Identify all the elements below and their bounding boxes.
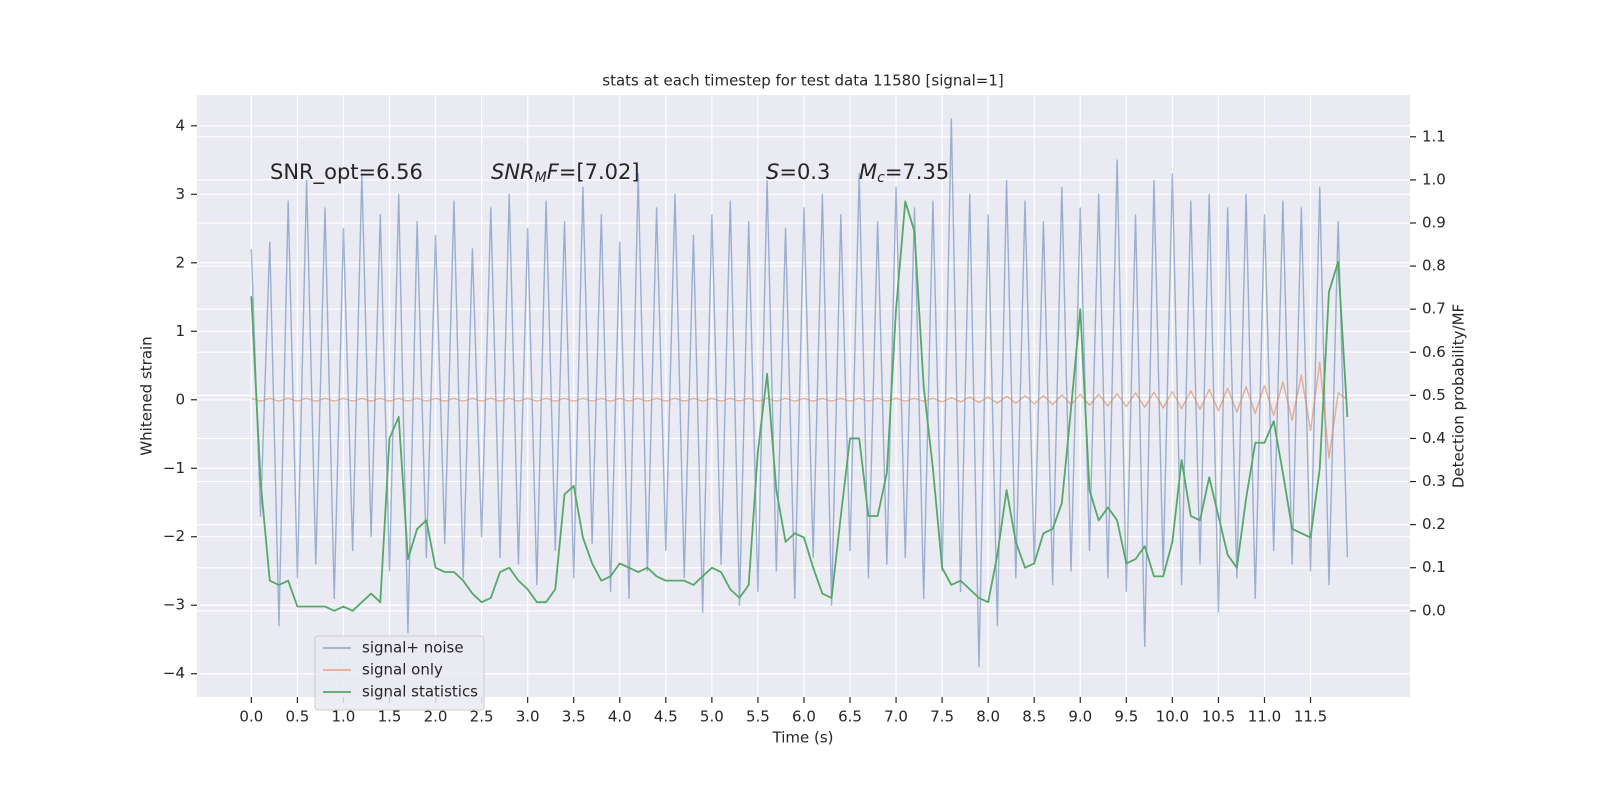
y2-tick-label: 0.4 bbox=[1422, 429, 1446, 447]
x-tick-label: 6.5 bbox=[838, 708, 862, 726]
y2-tick-label: 0.0 bbox=[1422, 601, 1446, 619]
annotation-part: F bbox=[547, 160, 560, 184]
y-tick-label: −1 bbox=[163, 459, 185, 477]
legend-box bbox=[314, 635, 485, 711]
y-tick-label: −2 bbox=[163, 527, 185, 545]
x-tick-label: 11.0 bbox=[1248, 708, 1281, 726]
y2-tick-label: 0.1 bbox=[1422, 558, 1446, 576]
y2-tick-label: 0.2 bbox=[1422, 515, 1446, 533]
annotation-part: =0.3 bbox=[779, 160, 830, 184]
annotation: SNR_opt=6.56 bbox=[270, 160, 423, 185]
x-tick-label: 1.5 bbox=[378, 708, 402, 726]
y-tick-label: 1 bbox=[175, 322, 185, 340]
y2-tick-label: 0.7 bbox=[1422, 300, 1446, 318]
x-tick-label: 5.0 bbox=[700, 708, 724, 726]
annotation-part: SNR bbox=[491, 160, 535, 184]
y2-tick-label: 0.8 bbox=[1422, 257, 1446, 275]
x-tick-label: 6.0 bbox=[792, 708, 816, 726]
x-tick-label: 0.5 bbox=[285, 708, 309, 726]
annotation-part: SNR_opt=6.56 bbox=[270, 160, 423, 185]
y-axis-label: Whitened strain bbox=[138, 336, 156, 455]
axes: 0.0 0.5 1.0 1.5 2.0 2.5 3.0 3.5 4.0 4.5 5.0 5.5 6.0 6… bbox=[163, 116, 1446, 725]
annotation-part: c bbox=[877, 170, 885, 186]
annotation-part: S bbox=[766, 160, 779, 184]
legend: signal+ noise signal only signal statistic… bbox=[314, 635, 485, 711]
x-tick-label: 7.5 bbox=[930, 708, 954, 726]
annotation: Mc=7.35 bbox=[859, 160, 949, 186]
y2-tick-label: 0.6 bbox=[1422, 343, 1446, 361]
x-tick-label: 7.0 bbox=[884, 708, 908, 726]
x-tick-label: 2.0 bbox=[424, 708, 448, 726]
marks bbox=[250, 118, 1349, 668]
annotation-part: =[7.02] bbox=[559, 160, 640, 184]
x-tick-label: 8.0 bbox=[976, 708, 1000, 726]
y2-tick-label: 1.0 bbox=[1422, 170, 1446, 188]
annotation: S=0.3 bbox=[766, 160, 830, 184]
chart-title: stats at each timestep for test data 115… bbox=[602, 72, 1003, 90]
x-tick-label: 8.5 bbox=[1022, 708, 1046, 726]
annotation-part: M bbox=[535, 170, 547, 186]
x-tick-label: 2.5 bbox=[470, 708, 494, 726]
y-tick-label: 0 bbox=[175, 390, 185, 408]
x-tick-label: 4.5 bbox=[654, 708, 678, 726]
x-tick-label: 11.5 bbox=[1294, 708, 1327, 726]
x-tick-label: 9.5 bbox=[1114, 708, 1138, 726]
x-tick-label: 3.0 bbox=[516, 708, 540, 726]
x-tick-label: 0.0 bbox=[239, 708, 263, 726]
x-tick-label: 9.0 bbox=[1068, 708, 1092, 726]
x-tick-label: 10.5 bbox=[1202, 708, 1235, 726]
annotation-part: =7.35 bbox=[885, 160, 949, 184]
y2-tick-label: 0.5 bbox=[1422, 386, 1446, 404]
series-line bbox=[250, 200, 1349, 612]
x-tick-label: 5.5 bbox=[746, 708, 770, 726]
y2-axis-label: Detection probability/MF bbox=[1450, 304, 1468, 488]
y-tick-label: −3 bbox=[163, 596, 185, 614]
series-line bbox=[251, 361, 1348, 459]
x-tick-label: 10.0 bbox=[1156, 708, 1189, 726]
annotation-part: M bbox=[859, 160, 877, 184]
series-line bbox=[250, 118, 1349, 668]
y-tick-label: 2 bbox=[175, 253, 185, 271]
x-tick-label: 1.0 bbox=[332, 708, 356, 726]
x-tick-label: 4.0 bbox=[608, 708, 632, 726]
y-tick-label: −4 bbox=[163, 664, 185, 682]
legend-label: signal only bbox=[362, 661, 443, 679]
y-tick-label: 4 bbox=[175, 116, 185, 134]
y2-tick-label: 0.3 bbox=[1422, 472, 1446, 490]
y-tick-label: 3 bbox=[175, 185, 185, 203]
legend-label: signal+ noise bbox=[362, 639, 464, 657]
legend-label: signal statistics bbox=[362, 683, 478, 701]
x-axis-label: Time (s) bbox=[772, 729, 834, 747]
x-tick-label: 3.5 bbox=[562, 708, 586, 726]
y2-tick-label: 0.9 bbox=[1422, 213, 1446, 231]
y2-tick-label: 1.1 bbox=[1422, 127, 1446, 145]
annotation: SNRMF=[7.02] bbox=[491, 160, 640, 186]
